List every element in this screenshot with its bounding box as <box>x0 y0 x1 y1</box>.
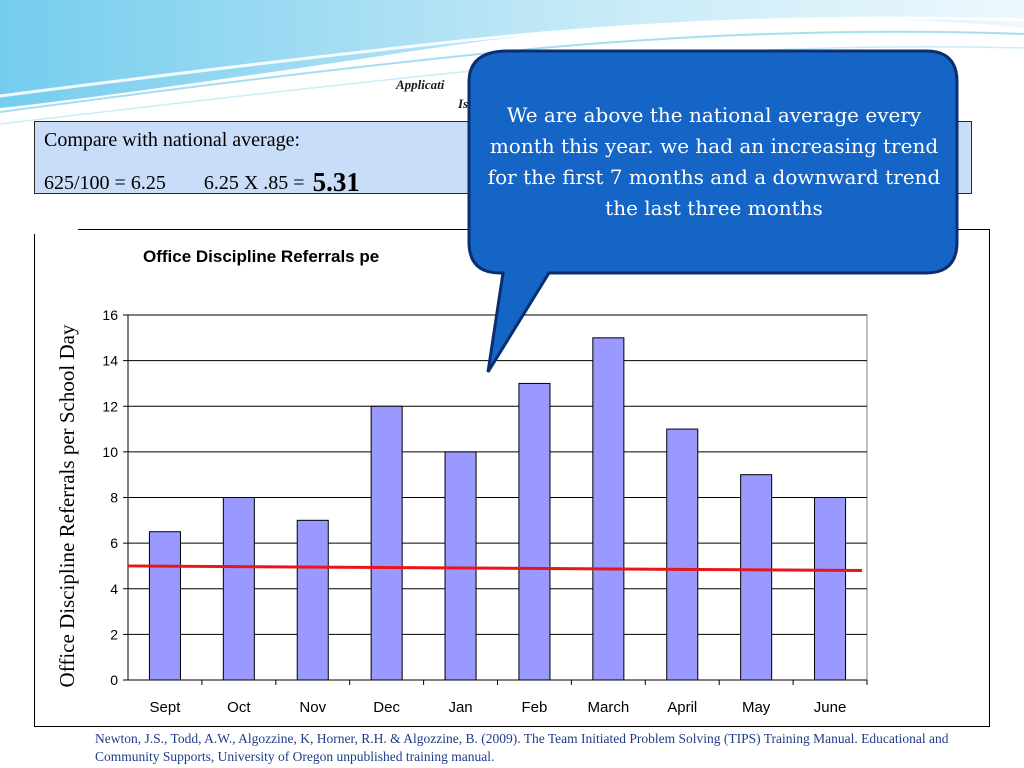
national-average-line <box>127 564 863 572</box>
x-tick-label: Sept <box>150 699 182 716</box>
y-tick-label: 6 <box>110 535 118 551</box>
bar-dec <box>370 405 403 681</box>
compare-calculation: 625/100 = 6.25 6.25 X .85 = 5.31 <box>44 165 360 197</box>
bar-may <box>740 474 773 681</box>
bar-jan <box>444 451 477 681</box>
bar-march <box>592 337 625 681</box>
y-tick-labels: 0 2 4 6 8 10 12 14 16 <box>102 307 118 688</box>
callout-text: We are above the national average every … <box>487 103 941 220</box>
citation: Newton, J.S., Todd, A.W., Algozzine, K, … <box>95 731 949 764</box>
trend-line-group <box>127 564 863 572</box>
y-tick-label: 2 <box>110 626 118 642</box>
calc-result: 5.31 <box>312 167 360 197</box>
y-tick-label: 8 <box>110 490 118 506</box>
x-tick-label: Feb <box>522 699 548 716</box>
x-tick-label: April <box>667 699 697 716</box>
bar-sept <box>148 531 181 681</box>
y-tick-label: 0 <box>110 672 118 688</box>
x-tick-label: March <box>588 699 630 716</box>
x-tick-labels: Sept Oct Nov Dec Jan Feb March April May June <box>150 699 847 716</box>
bar-feb <box>518 382 551 681</box>
bar-nov <box>296 519 329 681</box>
x-tick-label: Nov <box>299 699 326 716</box>
x-tick-label: June <box>814 699 847 716</box>
y-tick-label: 16 <box>102 307 118 323</box>
bar-oct <box>222 497 255 681</box>
x-tick-label: Oct <box>227 699 251 716</box>
calc-part-b: 6.25 X .85 = <box>203 172 305 194</box>
chart-title: Office Discipline Referrals pe <box>143 247 379 266</box>
bar-chart: Office Discipline Referrals pe 0 2 4 6 8 10 12… <box>34 229 868 716</box>
compare-label: Compare with national average: <box>44 129 301 151</box>
bar-april <box>666 428 699 681</box>
y-tick-label: 12 <box>102 398 118 414</box>
y-tick-label: 10 <box>102 444 118 460</box>
callout-shape <box>467 49 959 373</box>
x-tick-label: May <box>742 699 771 716</box>
bars <box>148 337 847 681</box>
slide-heading-line1: Applicati <box>396 77 445 92</box>
y-tick-label: 4 <box>110 581 118 597</box>
slide-heading-line2: Is <box>458 96 469 111</box>
bar-june <box>814 497 847 681</box>
y-tick-label: 14 <box>102 353 118 369</box>
calc-part-a: 625/100 = 6.25 <box>44 172 166 194</box>
x-tick-label: Jan <box>448 699 472 716</box>
x-tick-label: Dec <box>373 699 400 716</box>
